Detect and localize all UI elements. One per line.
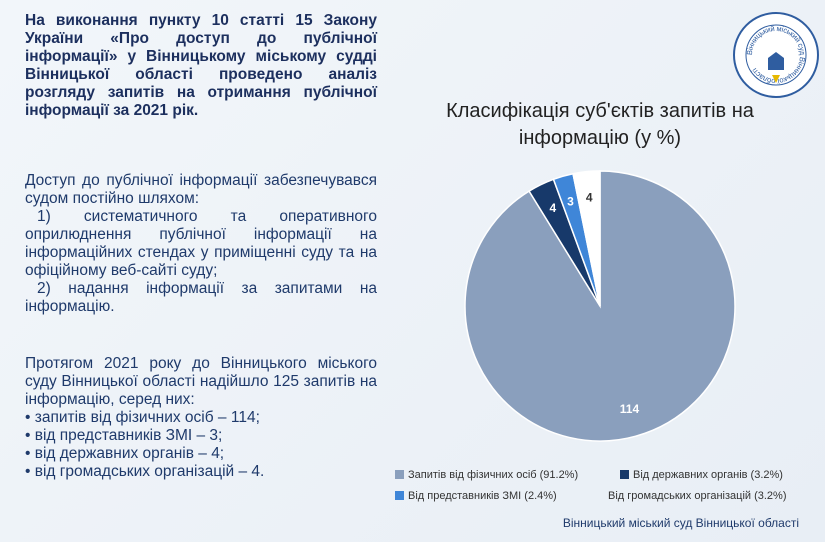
stats-item: • від громадських організацій – 4. <box>25 463 265 480</box>
data-label: 114 <box>620 402 640 416</box>
access-item: 2) надання інформації за запитами на інф… <box>25 280 377 315</box>
data-label: 4 <box>549 201 556 215</box>
stats-item: • від державних органів – 4; <box>25 445 225 462</box>
stats-block: Протягом 2021 року до Вінницького місько… <box>25 355 377 481</box>
access-item: 1) систематичного та оперативного оприлю… <box>25 208 377 279</box>
legend-marker <box>395 491 404 500</box>
stats-item: • від представників ЗМІ – 3; <box>25 427 223 444</box>
legend-marker <box>620 470 629 479</box>
stats-item: • запитів від фізичних осіб – 114; <box>25 409 260 426</box>
data-label: 4 <box>586 191 593 205</box>
legend-label: Від громадських організацій (3.2%) <box>608 490 787 502</box>
pie-slice <box>572 170 601 307</box>
legend-marker <box>395 470 404 479</box>
access-block: Доступ до публічної інформації забезпечу… <box>25 172 377 316</box>
stats-lead: Протягом 2021 року до Вінницького місько… <box>25 355 377 408</box>
chart-title: Класифікація суб'єктів запитів на інформ… <box>446 100 754 149</box>
legend-label: Від державних органів (3.2%) <box>633 469 783 481</box>
access-lead: Доступ до публічної інформації забезпечу… <box>25 172 377 207</box>
legend-label: Запитів від фізичних осіб (91.2%) <box>408 469 578 481</box>
intro-text: На виконання пункту 10 статті 15 Закону … <box>25 12 377 119</box>
footer: Вінницький міський суд Вінницької област… <box>562 516 799 530</box>
logo: Вінницький міський суд Вінницької област… <box>733 12 819 98</box>
legend-label: Від представників ЗМІ (2.4%) <box>408 490 557 502</box>
data-label: 3 <box>567 194 574 208</box>
